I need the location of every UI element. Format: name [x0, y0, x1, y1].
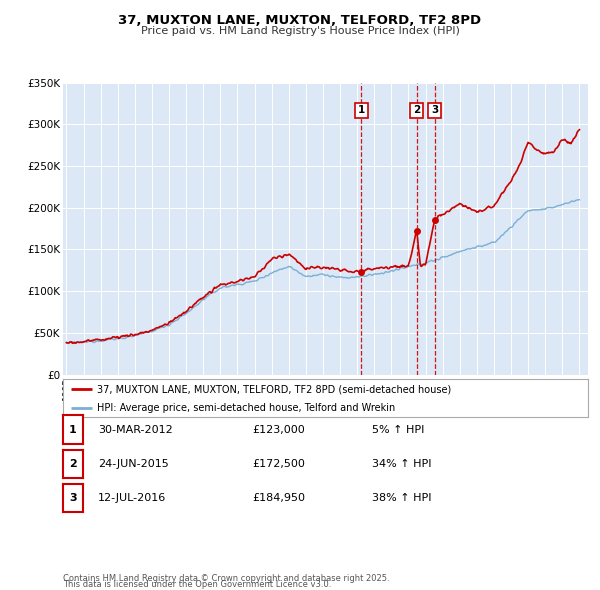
- Text: 37, MUXTON LANE, MUXTON, TELFORD, TF2 8PD (semi-detached house): 37, MUXTON LANE, MUXTON, TELFORD, TF2 8P…: [97, 384, 451, 394]
- Text: 5% ↑ HPI: 5% ↑ HPI: [372, 425, 424, 434]
- Text: £184,950: £184,950: [252, 493, 305, 503]
- Text: This data is licensed under the Open Government Licence v3.0.: This data is licensed under the Open Gov…: [63, 581, 331, 589]
- Text: 1: 1: [358, 106, 365, 115]
- Text: Contains HM Land Registry data © Crown copyright and database right 2025.: Contains HM Land Registry data © Crown c…: [63, 574, 389, 583]
- Text: 24-JUN-2015: 24-JUN-2015: [98, 459, 169, 468]
- Text: 2: 2: [413, 106, 420, 115]
- Text: Price paid vs. HM Land Registry's House Price Index (HPI): Price paid vs. HM Land Registry's House …: [140, 27, 460, 36]
- Text: 3: 3: [431, 106, 438, 115]
- Text: HPI: Average price, semi-detached house, Telford and Wrekin: HPI: Average price, semi-detached house,…: [97, 402, 395, 412]
- Text: 30-MAR-2012: 30-MAR-2012: [98, 425, 173, 434]
- Text: 3: 3: [69, 493, 77, 503]
- Text: 1: 1: [69, 425, 77, 434]
- Text: £123,000: £123,000: [252, 425, 305, 434]
- Text: 37, MUXTON LANE, MUXTON, TELFORD, TF2 8PD: 37, MUXTON LANE, MUXTON, TELFORD, TF2 8P…: [118, 14, 482, 27]
- Text: £172,500: £172,500: [252, 459, 305, 468]
- Text: 34% ↑ HPI: 34% ↑ HPI: [372, 459, 431, 468]
- Text: 12-JUL-2016: 12-JUL-2016: [98, 493, 166, 503]
- Text: 2: 2: [69, 459, 77, 468]
- Text: 38% ↑ HPI: 38% ↑ HPI: [372, 493, 431, 503]
